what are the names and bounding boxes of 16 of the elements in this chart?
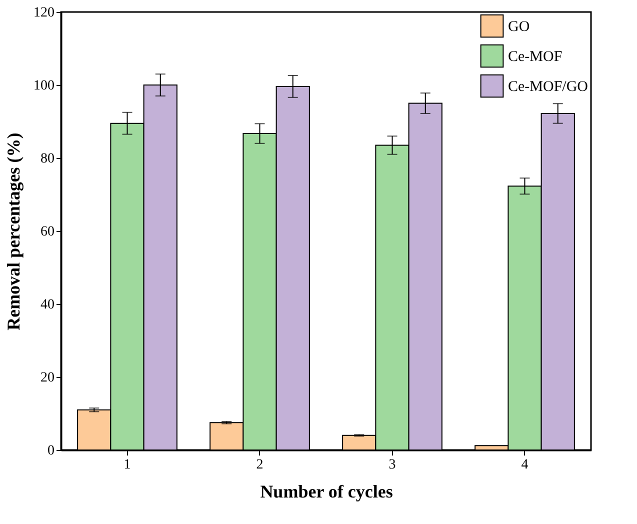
y-tick-label: 120 (34, 6, 54, 20)
x-tick-label: 2 (256, 458, 264, 472)
x-axis-title: Number of cycles (260, 482, 393, 502)
x-tick-label: 1 (124, 458, 131, 472)
y-tick-label: 40 (40, 298, 54, 312)
y-tick-label: 20 (40, 370, 54, 386)
legend-label: Ce-MOF (508, 49, 562, 65)
y-tick-label: 0 (48, 444, 54, 458)
y-tick-label: 60 (40, 224, 54, 240)
x-tick-label: 4 (521, 458, 528, 472)
legend-label: GO (508, 19, 530, 35)
y-tick-label: 100 (34, 78, 54, 94)
y-tick-label: 80 (40, 152, 54, 166)
legend-label: Ce-MOF/GO (508, 79, 588, 95)
y-axis-title: Removal percentages (%) (4, 132, 24, 330)
x-tick-label: 3 (388, 458, 396, 472)
